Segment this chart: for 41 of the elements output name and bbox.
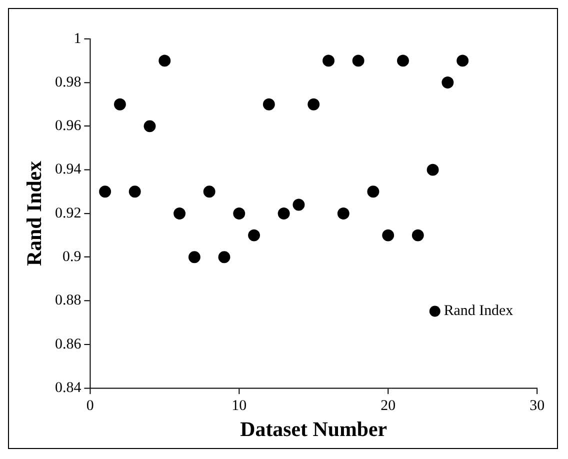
point <box>114 98 126 110</box>
point <box>456 54 469 67</box>
x-tick-label: 0 <box>86 398 94 414</box>
point <box>188 251 200 264</box>
point <box>99 186 112 198</box>
point <box>248 229 260 242</box>
point <box>278 207 290 220</box>
y-tick-label: 0.98 <box>55 74 82 90</box>
point <box>203 186 216 198</box>
point <box>337 207 350 220</box>
x-tick-label: 20 <box>380 398 396 414</box>
y-tick-label: 1 <box>74 30 82 47</box>
y-tick-label: 0.94 <box>55 162 82 178</box>
point <box>218 251 230 264</box>
y-tick-label: 0.84 <box>55 380 82 396</box>
point <box>262 98 275 110</box>
point <box>128 186 141 198</box>
point <box>322 54 334 67</box>
point <box>412 229 424 242</box>
legend-label: Rand Index <box>444 303 514 320</box>
y-tick-label: 0.92 <box>55 205 82 222</box>
point <box>367 186 380 198</box>
point <box>426 164 439 176</box>
point <box>233 207 246 220</box>
y-tick-label: 0.96 <box>55 118 82 134</box>
point <box>397 54 409 67</box>
point <box>292 198 305 211</box>
point <box>382 229 394 242</box>
point <box>308 98 320 110</box>
y-tick-label: 0.86 <box>55 336 82 352</box>
point <box>352 54 364 67</box>
x-tick-label: 10 <box>232 398 247 414</box>
y-axis-title: Rand Index <box>22 160 46 266</box>
point <box>144 120 156 132</box>
point <box>174 207 186 220</box>
y-tick-label: 0.9 <box>62 249 82 266</box>
x-tick-label: 30 <box>530 398 545 414</box>
y-tick-label: 0.88 <box>55 292 82 309</box>
x-axis-title: Dataset Number <box>240 416 388 441</box>
point <box>158 54 171 67</box>
point <box>442 76 454 88</box>
